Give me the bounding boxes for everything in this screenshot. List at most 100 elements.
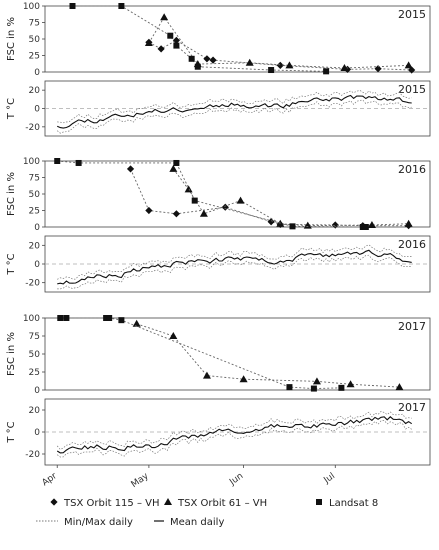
y-tick-label: 0 [34, 223, 40, 233]
min-daily-line [56, 99, 412, 134]
series-connector-line [57, 160, 366, 228]
square-point [118, 3, 125, 9]
legend-label: Min/Max daily [64, 517, 133, 528]
y-tick-label: 75 [29, 174, 40, 184]
triangle-point [245, 58, 254, 66]
y-tick-label: 50 [29, 190, 41, 200]
square-point [167, 32, 174, 39]
y-tick-label: 20 [29, 86, 41, 96]
y-tick-label: 0 [34, 386, 40, 396]
series-connector-line [136, 323, 400, 388]
y-tick-label: 50 [29, 350, 41, 360]
triangle-point [340, 64, 349, 72]
triangle-point [367, 221, 376, 229]
y-tick-label: 75 [29, 332, 40, 342]
triangle-point [202, 371, 211, 379]
square-point [75, 159, 82, 166]
plot-frame [44, 160, 431, 228]
square-point [310, 385, 317, 392]
series-square [54, 158, 369, 230]
square-point [118, 317, 125, 324]
square-point [359, 224, 366, 230]
x-tick-label: Jun [227, 471, 245, 488]
mean-daily-line [56, 416, 413, 454]
square-point [188, 55, 195, 62]
square-point [106, 315, 113, 321]
diamond-point [172, 210, 180, 218]
legend-label: TSX Orbit 115 – VH [63, 498, 160, 509]
diamond-point [374, 65, 382, 73]
mean-daily-line [57, 249, 412, 285]
panel-4: -20 0 20 T °C 2016 [6, 235, 431, 293]
legend-label: Landsat 8 [329, 498, 378, 509]
series-triangle [144, 13, 413, 72]
panel-2: -20 0 20 T °C 2015 [6, 80, 431, 137]
triangle-point [346, 380, 355, 388]
diamond-point [276, 61, 284, 69]
diamond-point [203, 55, 211, 63]
square-point [63, 315, 70, 321]
series-square [57, 315, 345, 392]
panel-year-label: 2016 [398, 163, 426, 176]
y-tick-label: 25 [29, 52, 40, 62]
triangle-point [169, 164, 178, 172]
y-tick-label: 25 [29, 368, 40, 378]
max-daily-line [57, 89, 412, 124]
square-point [338, 384, 345, 391]
y-tick-label: 100 [23, 314, 40, 324]
series-connector-line [60, 317, 342, 390]
legend-symbol-triangle [164, 498, 172, 505]
x-tick-label: Jul [322, 471, 337, 486]
diamond-point [145, 206, 153, 215]
square-point [173, 159, 180, 166]
square-point [286, 384, 293, 391]
y-axis-label: T °C [6, 253, 17, 275]
triangle-point [199, 209, 208, 217]
diamond-point [209, 56, 217, 64]
max-daily-line [57, 244, 412, 280]
legend-symbol-diamond [50, 498, 58, 506]
legend-label: Mean daily [170, 517, 224, 528]
y-tick-label: 100 [23, 157, 40, 167]
mean-daily-line [56, 94, 412, 129]
triangle-point [132, 319, 141, 327]
series-diamond [126, 165, 413, 230]
triangle-point [404, 219, 413, 227]
panel-6: -20 0 20 T °C 2017 [6, 398, 431, 466]
legend-item: Landsat 8 [316, 498, 378, 509]
y-tick-label: 100 [23, 2, 40, 12]
y-tick-label: 25 [29, 207, 40, 217]
diamond-point [267, 218, 275, 226]
triangle-point [404, 61, 413, 69]
y-tick-label: 0 [34, 428, 40, 438]
diamond-point [157, 45, 165, 53]
square-point [268, 67, 275, 74]
series-connector-line [148, 16, 409, 69]
x-tick-label: May [130, 471, 152, 490]
series-square [69, 3, 330, 75]
diamond-point [331, 221, 339, 229]
legend-item: Mean daily [154, 517, 224, 528]
y-tick-label: 20 [29, 406, 41, 416]
triangle-point [169, 332, 178, 339]
triangle-point [285, 61, 294, 69]
square-point [289, 223, 296, 230]
square-point [69, 3, 76, 9]
panels: 0 25 50 75 100 FSC in % 2015 -20 0 20 T °C 2015 0 25 5… [6, 2, 431, 466]
triangle-point [236, 196, 245, 204]
min-daily-line [57, 254, 412, 290]
legend-item: TSX Orbit 61 – VH [164, 498, 267, 509]
legend-item: TSX Orbit 115 – VH [50, 498, 160, 509]
max-daily-line [56, 410, 412, 450]
y-axis-label: T °C [6, 98, 17, 120]
y-tick-label: 20 [29, 241, 41, 251]
series-connector-line [172, 168, 409, 227]
y-tick-label: 0 [34, 105, 40, 115]
triangle-point [303, 221, 312, 229]
diamond-point [221, 203, 229, 211]
diamond-point [126, 165, 135, 173]
legend: TSX Orbit 115 – VH TSX Orbit 61 – VH Lands… [36, 498, 378, 528]
square-point [173, 42, 180, 49]
panel-3: 0 25 50 75 100 FSC in % 2016 [6, 157, 431, 233]
y-tick-label: -20 [25, 123, 40, 133]
